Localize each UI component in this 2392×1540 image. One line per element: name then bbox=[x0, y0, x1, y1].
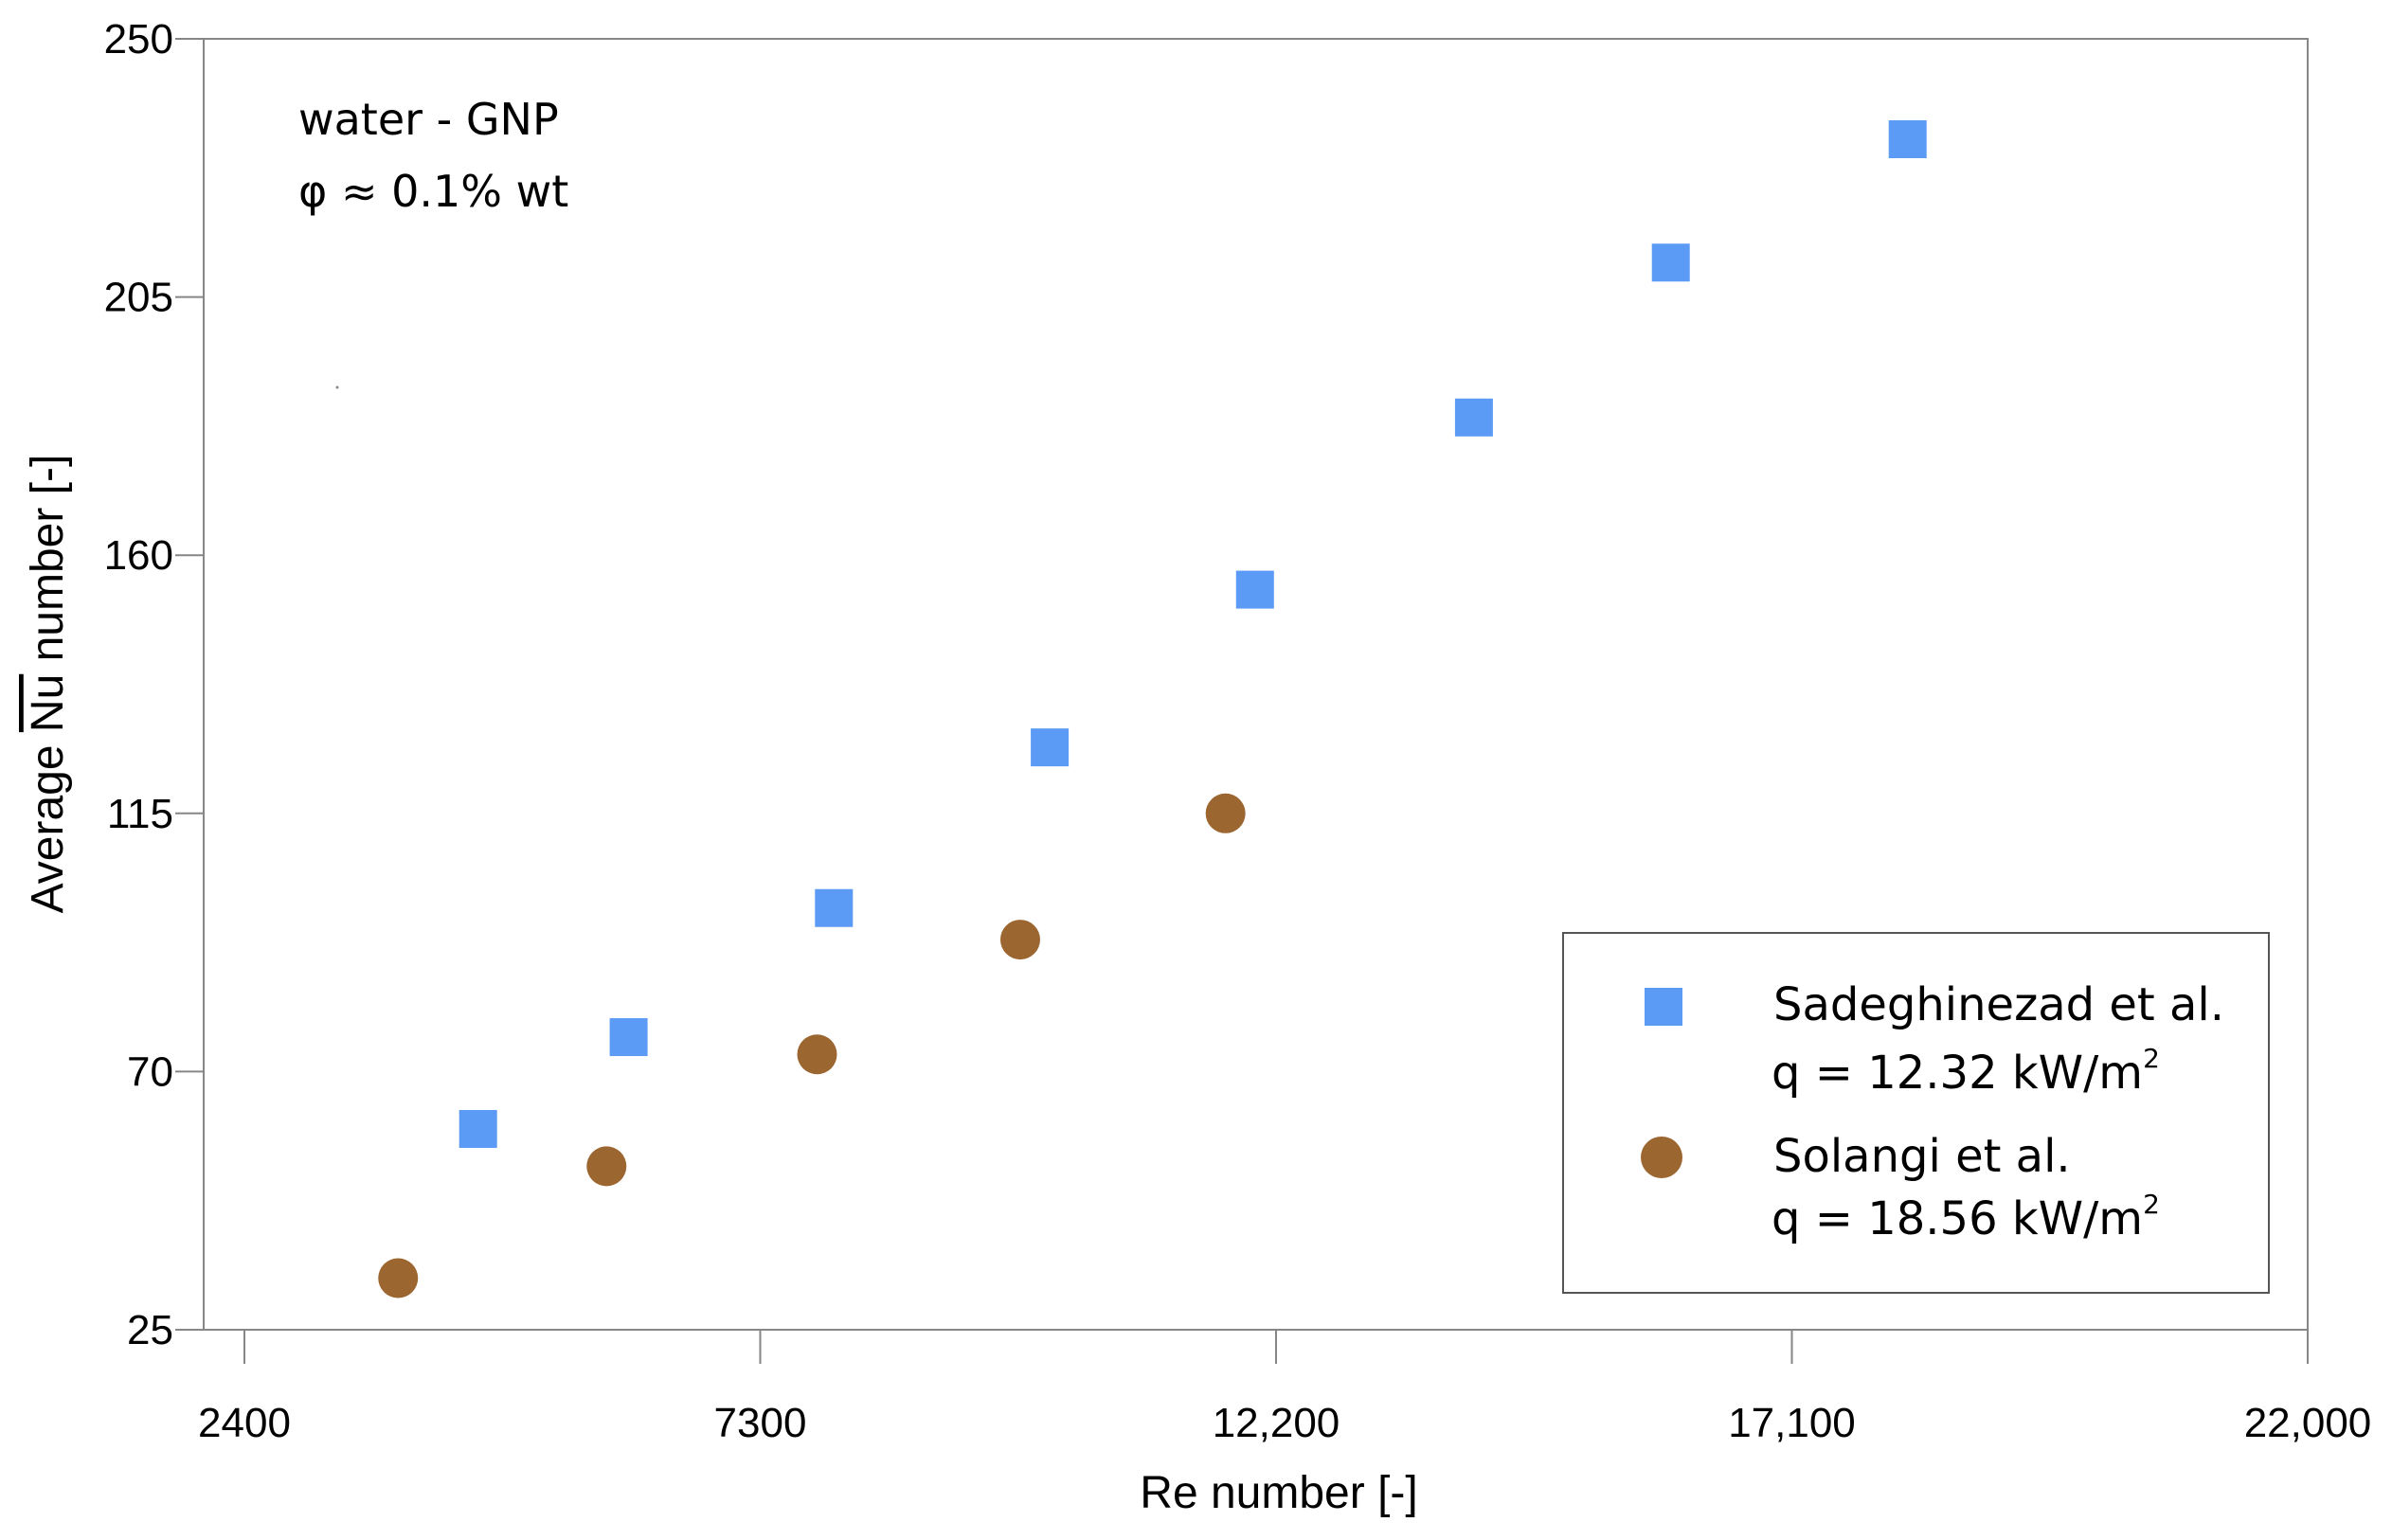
legend-marker-sadeghinezad bbox=[1645, 988, 1682, 1026]
point-sadeghinezad bbox=[1235, 570, 1274, 609]
legend-sublabel-sadeghinezad-text: q = 12.32 kW/m bbox=[1772, 1047, 2143, 1100]
legend-marker-solangi bbox=[1641, 1137, 1682, 1178]
point-sadeghinezad bbox=[815, 888, 854, 927]
point-sadeghinezad bbox=[1454, 398, 1493, 437]
x-tick-label: 17,100 bbox=[1728, 1400, 1856, 1446]
point-sadeghinezad bbox=[1031, 728, 1070, 767]
x-axis-title: Re number [-] bbox=[1140, 1468, 1417, 1518]
y-axis-title: Average Nu number [-] bbox=[23, 455, 73, 914]
y-axis-title-prefix: Average bbox=[23, 732, 73, 913]
point-solangi bbox=[378, 1258, 419, 1298]
annotation-fluid: water - GNP bbox=[298, 94, 559, 145]
point-solangi bbox=[586, 1146, 627, 1187]
y-axis-title-symbol: Nu bbox=[23, 674, 73, 732]
y-axis-title-suffix: number [-] bbox=[23, 455, 73, 674]
x-tick-label: 12,200 bbox=[1213, 1400, 1340, 1446]
legend-label-sadeghinezad: Sadeghinezad et al. bbox=[1773, 978, 2224, 1031]
x-tick-label: 2400 bbox=[198, 1400, 291, 1446]
point-sadeghinezad bbox=[1651, 243, 1690, 282]
legend-sublabel-sadeghinezad-sup: 2 bbox=[2143, 1043, 2160, 1074]
stray-dot bbox=[335, 385, 339, 389]
x-tick-label: 22,000 bbox=[2244, 1400, 2372, 1446]
point-solangi bbox=[797, 1034, 837, 1075]
x-axis: 2400 7300 12,200 17,100 22,000 bbox=[198, 1330, 2371, 1446]
y-tick-label: 115 bbox=[107, 791, 173, 837]
x-tick-label: 7300 bbox=[714, 1400, 807, 1446]
data-points bbox=[378, 120, 1927, 1298]
y-tick-label: 205 bbox=[104, 275, 173, 321]
point-sadeghinezad bbox=[1888, 120, 1927, 159]
legend-sublabel-solangi-sup: 2 bbox=[2143, 1189, 2160, 1220]
y-axis: 25 70 115 160 205 250 bbox=[104, 16, 204, 1353]
point-solangi bbox=[1205, 793, 1246, 833]
y-tick-label: 160 bbox=[104, 532, 173, 579]
legend-sublabel-solangi: q = 18.56 kW/m2 bbox=[1772, 1189, 2160, 1245]
y-tick-label: 250 bbox=[104, 16, 173, 63]
y-tick-label: 70 bbox=[127, 1048, 173, 1095]
y-axis-title-group: Average Nu number [-] bbox=[23, 455, 73, 914]
point-sadeghinezad bbox=[609, 1018, 648, 1057]
y-tick-label: 25 bbox=[127, 1307, 173, 1353]
annotation-concentration: φ ≈ 0.1% wt bbox=[298, 166, 568, 217]
legend: Sadeghinezad et al. q = 12.32 kW/m2 Sola… bbox=[1562, 932, 2270, 1294]
point-solangi bbox=[999, 920, 1040, 960]
legend-label-solangi: Solangi et al. bbox=[1773, 1130, 2071, 1183]
legend-sublabel-sadeghinezad: q = 12.32 kW/m2 bbox=[1772, 1043, 2160, 1100]
point-sadeghinezad bbox=[459, 1109, 497, 1148]
legend-sublabel-solangi-text: q = 18.56 kW/m bbox=[1772, 1192, 2143, 1245]
